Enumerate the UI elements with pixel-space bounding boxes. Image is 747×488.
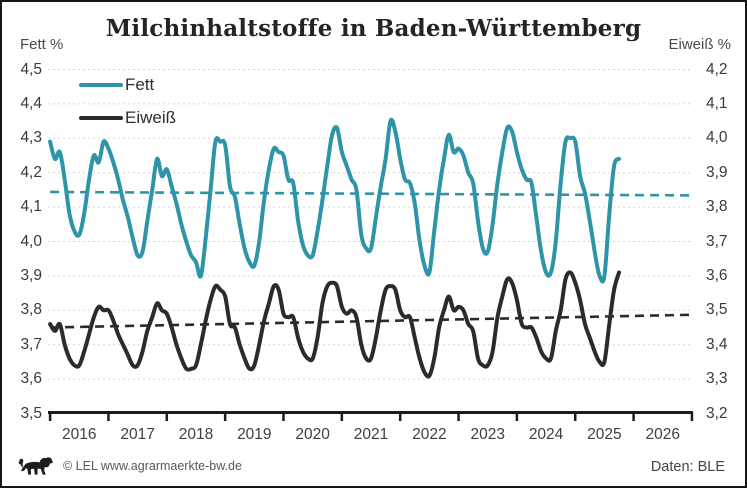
year-label: 2020 [295,426,330,443]
series-eiweiß [48,270,621,379]
left-tick-label: 4,1 [20,198,42,216]
left-tick-label: 3,6 [20,370,42,388]
right-tick-label: 3,8 [706,198,728,216]
left-tick-label: 4,5 [20,60,42,78]
year-label: 2023 [470,426,505,443]
year-label: 2017 [120,426,155,443]
year-label: 2016 [62,426,97,443]
copyright-text: © LEL www.agrarmaerkte-bw.de [63,459,242,473]
left-tick-label: 4,4 [20,94,42,112]
year-label: 2018 [178,426,214,443]
right-tick-label: 3,2 [706,404,728,422]
year-label: 2025 [587,426,622,443]
right-tick-label: 3,6 [706,266,728,284]
eiweiss-line-swatch [79,116,123,120]
right-tick-label: 3,5 [706,301,728,319]
right-tick-label: 4,0 [706,129,728,147]
right-tick-label: 3,4 [706,335,728,353]
data-source: Daten: BLE [650,459,725,475]
left-tick-label: 4,3 [20,129,42,147]
trend-fett [50,190,693,197]
fett-line-swatch [79,83,123,87]
right-tick-label: 3,7 [706,232,728,250]
lel-lion-logo [18,457,53,475]
legend-label-eiweiss: Eiweiß [125,108,177,127]
left-tick-label: 4,2 [20,163,42,181]
left-tick-label: 3,8 [20,301,42,319]
year-label: 2026 [645,426,680,443]
left-tick-label: 3,7 [20,335,42,353]
year-label: 2024 [528,426,564,443]
legend-item-fett: Fett [79,75,155,94]
left-tick-label: 3,5 [20,404,42,422]
year-label: 2019 [237,426,272,443]
left-tick-label: 3,9 [20,266,42,284]
footer: © LEL www.agrarmaerkte-bw.de [18,455,242,477]
right-tick-label: 4,2 [706,60,728,78]
year-label: 2021 [353,426,389,443]
legend-item-eiweiss: Eiweiß [79,108,177,127]
series-fett [48,117,621,284]
trend-eiweiß [50,313,693,329]
right-tick-label: 4,1 [706,94,728,112]
left-axis-title: Fett % [20,36,64,53]
page-title: Milchinhaltstoffe in Baden-Württemberg [105,15,642,42]
left-tick-label: 4,0 [20,232,42,250]
right-tick-label: 3,3 [706,370,728,388]
right-axis-title: Eiweiß % [668,36,731,53]
year-label: 2022 [412,426,447,443]
right-tick-label: 3,9 [706,163,728,181]
legend-label-fett: Fett [125,75,155,94]
